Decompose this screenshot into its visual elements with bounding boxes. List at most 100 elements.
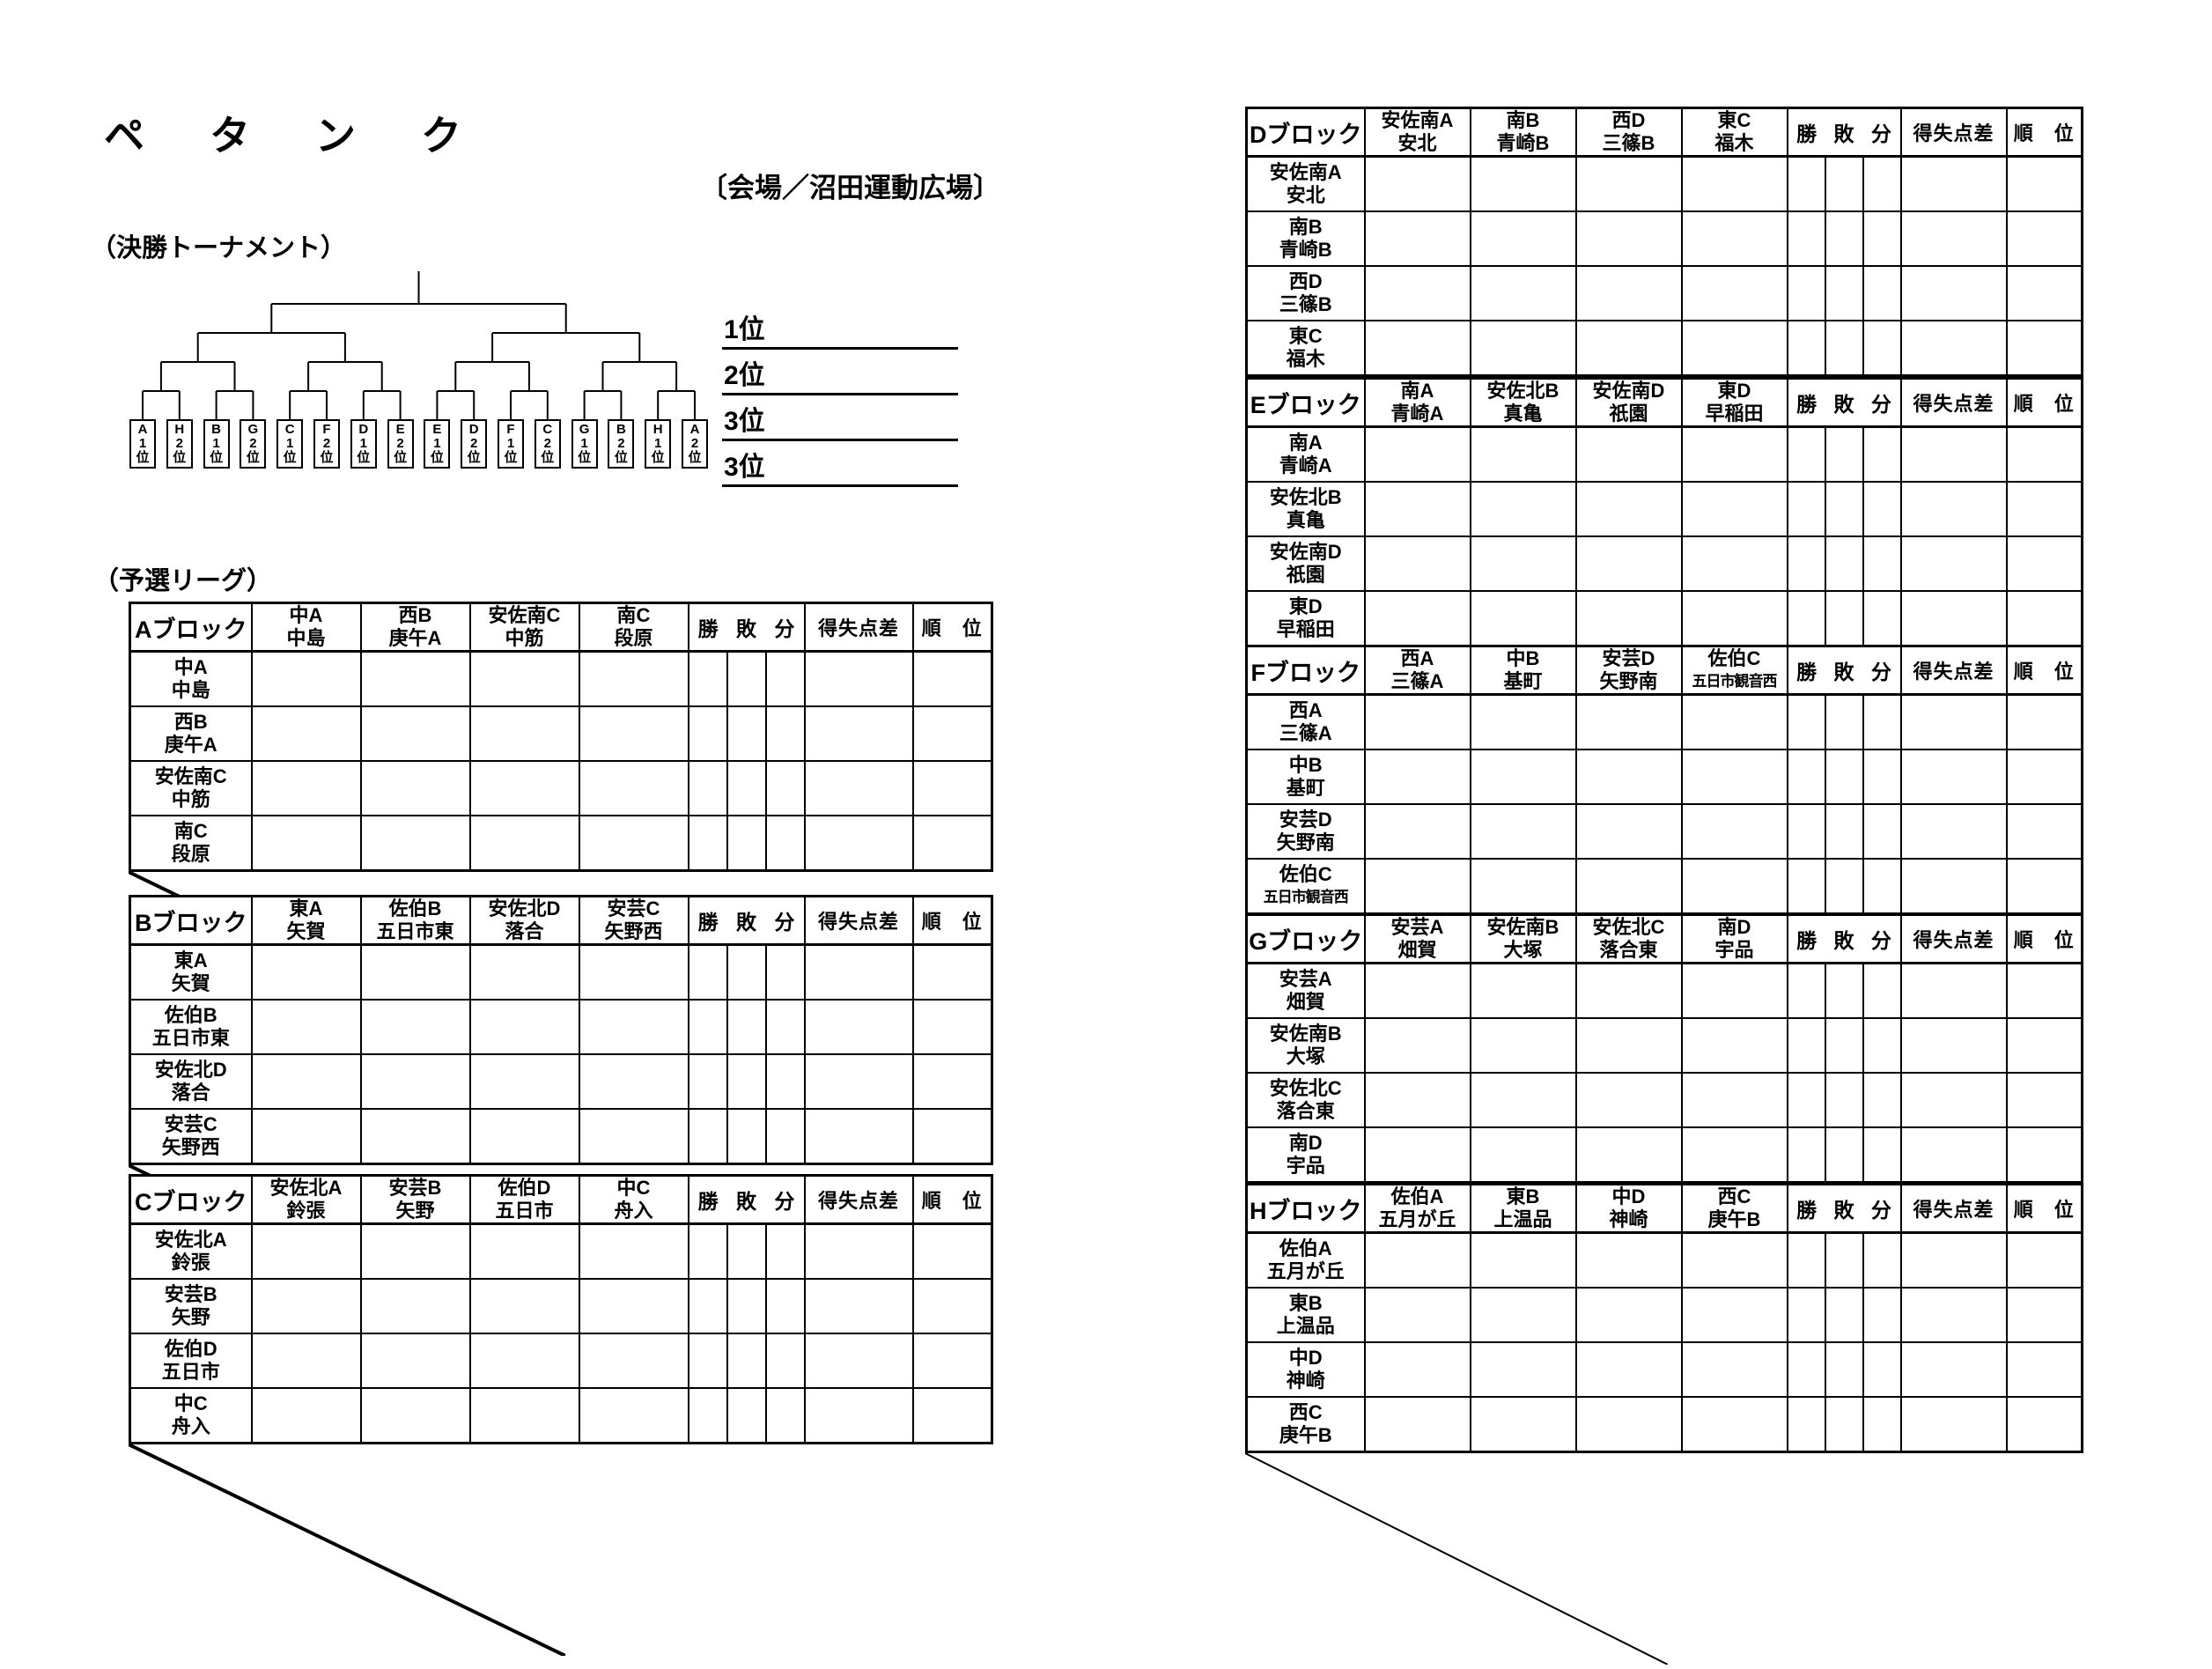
team-district: 佐伯A [1279,1237,1332,1259]
rank-cell [2005,749,2083,805]
match-result-cell [1469,320,1577,377]
draw-cell [764,705,806,762]
league-block-H: Hブロック 佐伯A 五月が丘 東B 上温品 中D 神崎 西C 庚午B 勝敗分得失点差順 位佐伯A 五… [1244,1183,2084,1669]
goal-diff-cell [1899,1396,2008,1453]
team-name: 矢野南 [1276,831,1335,853]
bracket-leaf-char: 2 [175,436,183,451]
match-result-cell [468,1053,580,1110]
match-result-cell [1574,320,1683,377]
row-team-label: 南A 青崎A [1245,425,1366,483]
opponent-header: 安芸A 畑賀 [1363,913,1471,964]
win-cell [687,1053,728,1110]
row-team-label: 安芸C 矢野西 [129,1108,253,1165]
rank-header: 順 位 [911,895,993,946]
row-team-label: 南B 青崎B [1245,210,1366,267]
goal-diff-header: 得失点差 [803,602,914,653]
team-district: 西B [398,604,432,627]
result-rank-label: 3位 [724,407,765,436]
team-district: 安佐南B [1486,916,1559,939]
match-result-cell [359,1278,471,1334]
match-result-cell [1363,590,1471,647]
match-result-cell [359,999,471,1055]
team-name: 五日市観音西 [1692,673,1778,690]
rank-cell [2005,320,2083,377]
opponent-header: 安佐南B 大塚 [1469,913,1577,964]
draw-cell [1862,210,1902,267]
team-district: 東A [173,949,208,971]
team-district: 安佐北C [1269,1077,1342,1099]
bracket-leaf-char: 1 [359,436,367,451]
stats-col-label: 分 [774,617,795,640]
team-district: 西B [173,711,208,733]
win-cell [1786,590,1826,647]
team-name: 三篠A [1279,722,1332,744]
row-team-label: 中C 舟入 [129,1387,253,1444]
row-team-label: 安佐北C 落合東 [1245,1072,1366,1128]
team-district: 東D [1717,380,1751,402]
match-result-cell [1574,1017,1683,1074]
match-result-cell [250,815,362,872]
league-section-label: （予選リーグ） [93,567,273,595]
loss-cell [1825,1126,1864,1184]
rank-cell [2005,1072,2083,1128]
match-result-cell [250,1222,362,1280]
team-name: 大塚 [1286,1045,1325,1067]
team-district: 中C [173,1392,208,1414]
team-name: 五月が丘 [1378,1208,1456,1230]
row-team-label: 安佐南A 安北 [1245,155,1366,212]
rank-cell [911,1053,993,1110]
team-district: 安佐南C [488,604,561,627]
team-name: 落合東 [1276,1100,1335,1122]
bracket-leaf-char: 位 [283,450,297,465]
rank-header: 順 位 [2005,913,2083,964]
goal-diff-header: 得失点差 [1899,913,2008,964]
opponent-header: 安佐南A 安北 [1363,107,1471,158]
draw-cell [1862,962,1902,1019]
opponent-header: 西A 三篠A [1363,645,1471,696]
match-result-cell [1363,1017,1471,1074]
match-result-cell [1469,1341,1577,1398]
bracket-leaf-char: G [579,422,590,437]
opponent-header: 南D 宇品 [1680,913,1788,964]
team-district: 東A [289,897,323,920]
loss-cell [1825,1072,1864,1128]
team-row: 東D 早稲田 [1245,590,2083,647]
team-row: 安佐北C 落合東 [1245,1072,2083,1128]
team-name: 中筋 [171,788,210,810]
row-team-label: 西A 三篠A [1245,693,1366,750]
team-name: 矢賀 [286,920,326,942]
match-result-cell [359,1053,471,1110]
match-result-cell [1574,210,1683,267]
rank-cell [2005,1396,2083,1453]
block-name: Eブロック [1245,377,1366,428]
team-row: 西B 庚午A [129,705,993,762]
match-result-cell [1469,265,1577,321]
result-line-3: 3位 [722,397,958,441]
team-name: 畑賀 [1397,939,1437,961]
match-result-cell [1680,265,1788,321]
match-result-cell [1574,803,1683,860]
loss-cell [726,1387,767,1444]
win-cell [687,1387,728,1444]
stats-col-label: 勝 [1796,661,1818,683]
team-row: 安佐北B 真亀 [1245,481,2083,537]
league-table-H: Hブロック 佐伯A 五月が丘 東B 上温品 中D 神崎 西C 庚午B 勝敗分得失点差順 位佐伯A 五… [1245,1183,2084,1453]
loss-cell [1825,803,1864,860]
draw-cell [1862,1072,1902,1128]
team-row: 中C 舟入 [129,1387,993,1444]
bracket-leaf-char: D [468,422,479,437]
loss-cell [726,650,767,707]
header-row: Fブロック 西A 三篠A 中B 基町 安芸D 矢野南 佐伯C 五日市観音西勝敗分得失点差順 位 [1245,645,2083,696]
match-result-cell [578,999,689,1055]
win-loss-draw-header: 勝敗分 [687,602,806,653]
match-result-cell [1680,1072,1788,1128]
header-row: Hブロック 佐伯A 五月が丘 東B 上温品 中D 神崎 西C 庚午B 勝敗分得失点差順 位 [1245,1183,2083,1234]
team-district: 佐伯C [1707,647,1761,670]
team-row: 西C 庚午B [1245,1396,2083,1453]
rank-cell [2005,803,2083,860]
league-table-C: Cブロック 安佐北A 鈴張 安芸B 矢野 佐伯D 五日市 中C 舟入勝敗分得失点差順 位安佐北A… [129,1174,994,1444]
draw-cell [1862,693,1902,750]
team-name: 上温品 [1276,1315,1335,1337]
